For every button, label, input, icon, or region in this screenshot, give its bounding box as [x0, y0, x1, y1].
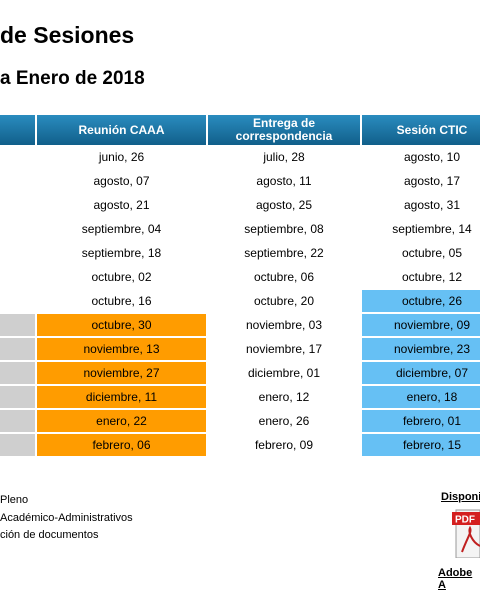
available-link[interactable]: Disponi [441, 491, 480, 503]
table-cell: febrero, 09 [254, 438, 314, 452]
legend-item: Académico-Administrativos [0, 512, 133, 524]
table-cell: octubre, 05 [401, 246, 463, 260]
table-cell: agosto, 31 [403, 198, 461, 212]
table-cell: septiembre, 22 [244, 246, 324, 260]
table-cell: febrero, 06 [37, 434, 206, 456]
adobe-link[interactable]: Adobe A [438, 567, 473, 591]
table-cell: septiembre, 18 [81, 246, 162, 260]
table-cell: septiembre, 14 [392, 222, 472, 236]
acrobat-logo [461, 525, 480, 553]
table-cell: octubre, 12 [401, 270, 463, 284]
table-cell: septiembre, 08 [244, 222, 324, 236]
row-marker [0, 314, 35, 336]
column-header: Entrega de correspondencia [208, 115, 360, 145]
table-cell: noviembre, 23 [362, 338, 480, 360]
table-cell: enero, 18 [362, 386, 480, 408]
table-cell: octubre, 06 [253, 270, 315, 284]
subtitle: a Enero de 2018 [0, 68, 145, 89]
table-cell: julio, 28 [263, 150, 305, 164]
table-cell: noviembre, 13 [37, 338, 206, 360]
table-cell: diciembre, 11 [37, 386, 206, 408]
table-cell: octubre, 30 [37, 314, 206, 336]
title: de Sesiones [0, 22, 135, 48]
table-cell: septiembre, 04 [81, 222, 162, 236]
table-cell: noviembre, 17 [245, 342, 323, 356]
column-header: Sesión CTIC [362, 115, 480, 145]
column-header: ntos [0, 115, 35, 145]
pdf-label: PDF [455, 515, 475, 526]
table-cell: diciembre, 07 [362, 362, 480, 384]
table-cell: noviembre, 09 [362, 314, 480, 336]
table-cell: agosto, 10 [403, 150, 461, 164]
table-cell: febrero, 01 [362, 410, 480, 432]
row-marker [0, 434, 35, 456]
table-cell: agosto, 21 [93, 198, 150, 212]
legend-item: Pleno [0, 494, 29, 506]
pdf-icon[interactable]: PDF [450, 506, 480, 558]
table-cell: agosto, 25 [255, 198, 313, 212]
table-cell: agosto, 17 [403, 174, 461, 188]
table-cell: octubre, 02 [91, 270, 152, 284]
table-cell: noviembre, 27 [37, 362, 206, 384]
table-cell: noviembre, 03 [245, 318, 323, 332]
row-marker [0, 362, 35, 384]
table-cell: enero, 22 [37, 410, 206, 432]
legend-item: ción de documentos [0, 529, 99, 541]
row-marker [0, 338, 35, 360]
row-marker [0, 386, 35, 408]
table-cell: junio, 26 [98, 150, 145, 164]
table-cell: agosto, 07 [93, 174, 150, 188]
table-cell: octubre, 16 [91, 294, 152, 308]
table-cell: enero, 12 [258, 390, 310, 404]
table-cell: enero, 26 [258, 414, 310, 428]
column-header: Reunión CAAA [37, 115, 206, 145]
table-cell: agosto, 11 [256, 174, 312, 188]
table-cell: diciembre, 01 [247, 366, 321, 380]
table-cell: octubre, 20 [253, 294, 315, 308]
pdf-badge [452, 512, 480, 525]
table-cell: febrero, 15 [362, 434, 480, 456]
table-cell: octubre, 26 [362, 290, 480, 312]
row-marker [0, 410, 35, 432]
